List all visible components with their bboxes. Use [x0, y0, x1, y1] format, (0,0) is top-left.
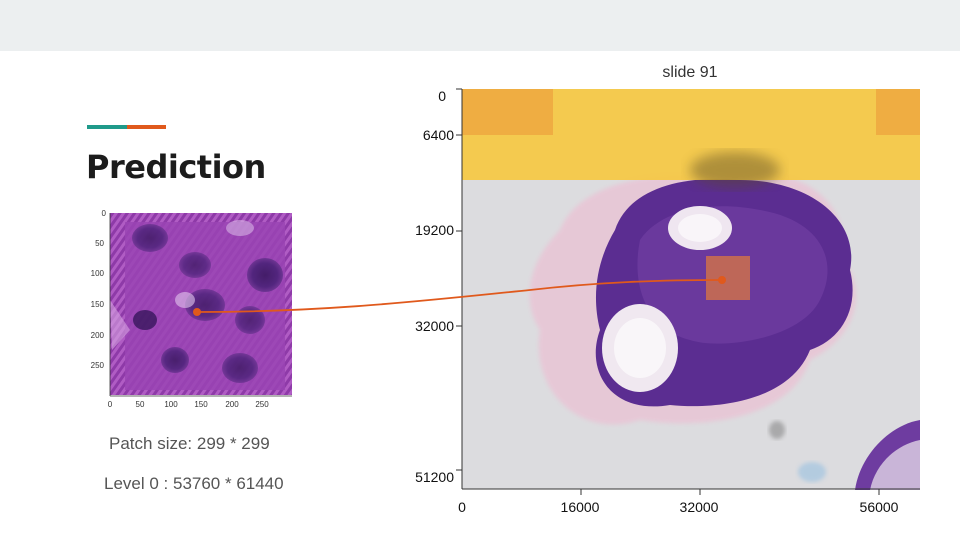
slide-title: slide 91: [662, 64, 718, 81]
slide-y-tick: 32000: [415, 318, 454, 334]
patch-x-tick: 250: [255, 400, 269, 409]
patch-x-tick: 0: [107, 400, 113, 409]
connector-line: [196, 279, 723, 313]
slide-y-tick: 0: [438, 88, 446, 104]
slide-x-tick: 16000: [560, 499, 600, 515]
patch-y-tick: 50: [95, 239, 104, 248]
slide-x-tick: 32000: [679, 499, 719, 515]
page-title: Prediction: [86, 148, 266, 186]
patch-point: [193, 308, 201, 316]
patch-x-tick: 100: [164, 400, 178, 409]
patch-y-tick: 250: [90, 361, 104, 370]
patch-y-tick: 0: [101, 209, 106, 218]
slide-y-tick: 19200: [415, 222, 454, 238]
patch-x-tick: 50: [135, 400, 145, 409]
slide-x-tick: 56000: [859, 499, 899, 515]
slide-x-tick: 0: [458, 499, 466, 515]
patch-y-tick: 100: [90, 269, 104, 278]
slide-image: [456, 88, 920, 495]
patch-y-tick: 200: [90, 331, 104, 340]
patch-y-tick: 150: [90, 300, 104, 309]
top-bar: [0, 0, 960, 51]
patch-x-tick: 150: [194, 400, 208, 409]
accent-bar-teal: [87, 125, 127, 129]
slide-y-tick: 51200: [415, 469, 454, 485]
patch-image: [109, 213, 292, 397]
patch-size-label: Patch size: 299 * 299: [109, 434, 270, 453]
slide-y-tick: 6400: [422, 127, 454, 143]
patch-x-tick: 200: [225, 400, 239, 409]
accent-bar-orange: [127, 125, 166, 129]
slide-point: [718, 276, 726, 284]
level-size-label: Level 0 : 53760 * 61440: [104, 474, 284, 493]
